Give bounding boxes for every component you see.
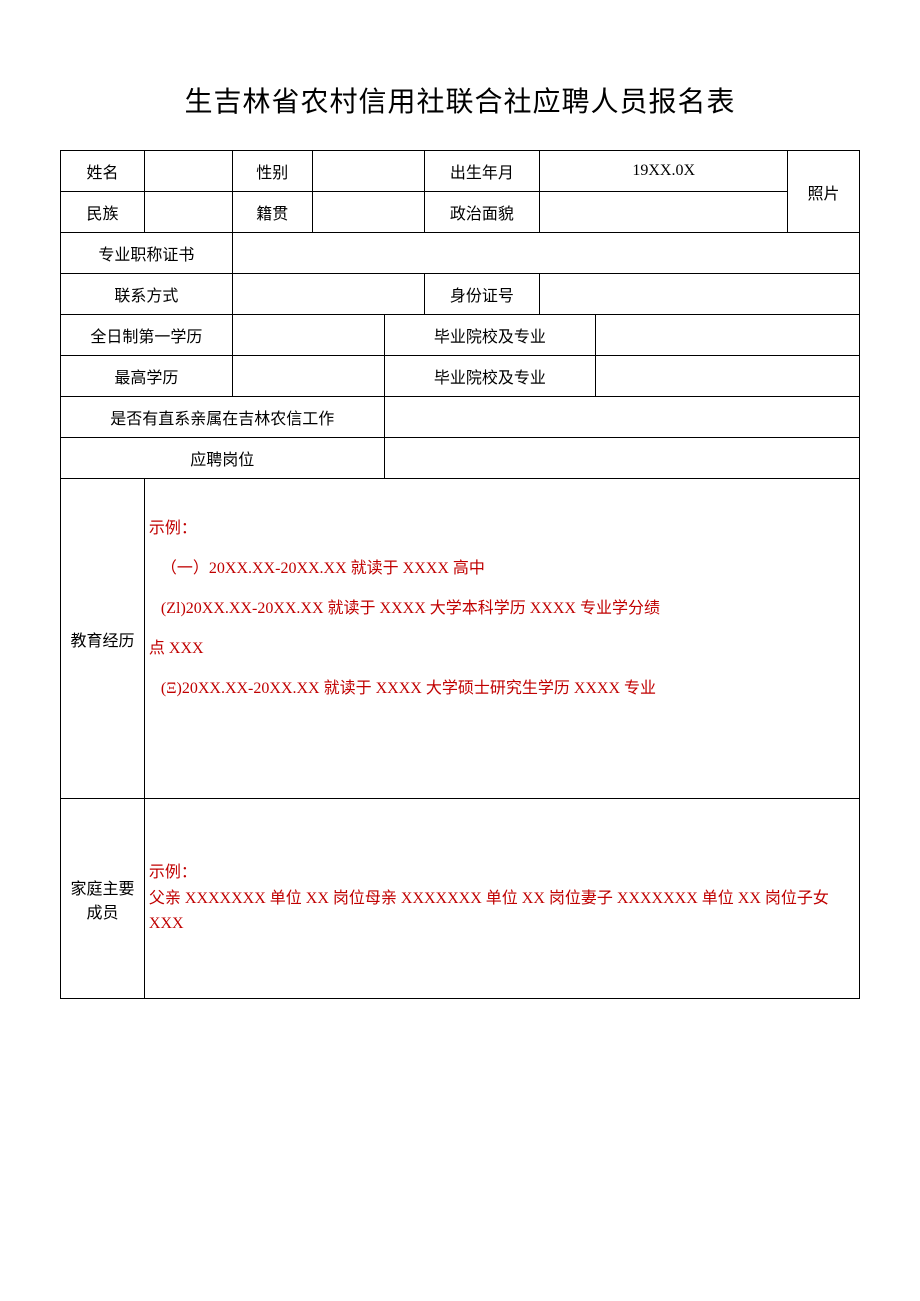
page-title: 生吉林省农村信用社联合社应聘人员报名表 (60, 80, 860, 120)
label-cert: 专业职称证书 (61, 233, 233, 274)
edu-example-header: 示例： (149, 509, 849, 549)
field-name[interactable] (144, 151, 232, 192)
field-first-degree[interactable] (232, 315, 384, 356)
edu-example-line2: (Zl)20XX.XX-20XX.XX 就读于 XXXX 大学本科学历 XXXX… (149, 589, 849, 629)
field-contact[interactable] (232, 274, 424, 315)
field-idcard[interactable] (540, 274, 860, 315)
edu-example-line2b: 点 XXX (149, 629, 849, 669)
label-grad-school-1: 毕业院校及专业 (384, 315, 596, 356)
label-idcard: 身份证号 (424, 274, 540, 315)
field-grad-school-1[interactable] (596, 315, 860, 356)
label-name: 姓名 (61, 151, 145, 192)
field-origin[interactable] (312, 192, 424, 233)
label-highest-degree: 最高学历 (61, 356, 233, 397)
label-origin: 籍贯 (232, 192, 312, 233)
label-ethnicity: 民族 (61, 192, 145, 233)
field-grad-school-2[interactable] (596, 356, 860, 397)
label-relative: 是否有直系亲属在吉林农信工作 (61, 397, 385, 438)
label-family: 家庭主要成员 (61, 799, 145, 999)
field-ethnicity[interactable] (144, 192, 232, 233)
field-cert[interactable] (232, 233, 859, 274)
fam-example-header: 示例： (149, 860, 855, 886)
label-education: 教育经历 (61, 479, 145, 799)
label-birth: 出生年月 (424, 151, 540, 192)
edu-example-line3: (Ξ)20XX.XX-20XX.XX 就读于 XXXX 大学硕士研究生学历 XX… (149, 669, 849, 709)
field-politics[interactable] (540, 192, 788, 233)
field-gender[interactable] (312, 151, 424, 192)
label-position: 应聘岗位 (61, 438, 385, 479)
fam-example-content: 父亲 XXXXXXX 单位 XX 岗位母亲 XXXXXXX 单位 XX 岗位妻子… (149, 886, 855, 937)
label-politics: 政治面貌 (424, 192, 540, 233)
edu-example-line1: （一）20XX.XX-20XX.XX 就读于 XXXX 高中 (149, 549, 849, 589)
field-education[interactable]: 示例： （一）20XX.XX-20XX.XX 就读于 XXXX 高中 (Zl)2… (144, 479, 859, 799)
field-relative[interactable] (384, 397, 859, 438)
label-first-degree: 全日制第一学历 (61, 315, 233, 356)
application-form-table: 姓名 性别 出生年月 19XX.0X 照片 民族 籍贯 政治面貌 专业职称证书 … (60, 150, 860, 999)
label-photo: 照片 (788, 151, 860, 233)
field-position[interactable] (384, 438, 859, 479)
label-contact: 联系方式 (61, 274, 233, 315)
label-gender: 性别 (232, 151, 312, 192)
field-family[interactable]: 示例： 父亲 XXXXXXX 单位 XX 岗位母亲 XXXXXXX 单位 XX … (144, 799, 859, 999)
label-grad-school-2: 毕业院校及专业 (384, 356, 596, 397)
field-birth[interactable]: 19XX.0X (540, 151, 788, 192)
field-highest-degree[interactable] (232, 356, 384, 397)
